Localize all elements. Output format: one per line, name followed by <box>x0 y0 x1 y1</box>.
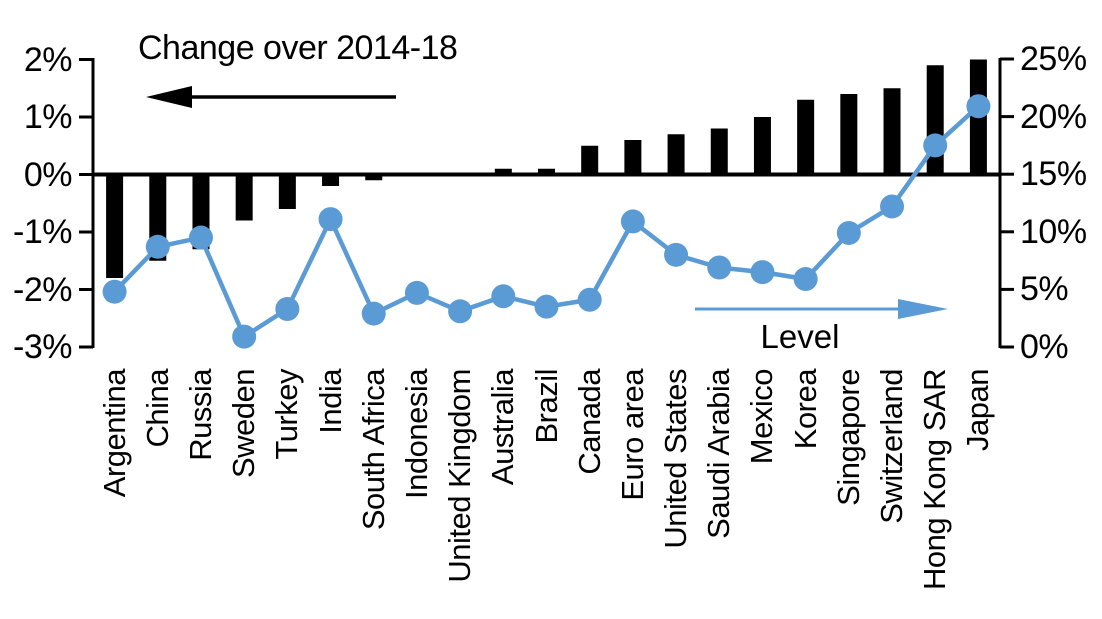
left-axis-tick-label: -3% <box>13 328 72 366</box>
level-marker-hong-kong-sar <box>923 133 948 158</box>
category-label-saudi-arabia: Saudi Arabia <box>701 369 737 539</box>
right-axis-tick-label: 10% <box>1020 212 1087 251</box>
bar-india <box>322 174 340 186</box>
level-marker-japan <box>966 94 991 119</box>
bar-argentina <box>106 174 124 278</box>
level-marker-india <box>318 207 343 232</box>
bar-hong-kong-sar <box>926 65 944 175</box>
category-label-india: India <box>312 369 348 434</box>
left-axis-tick-label: 0% <box>23 155 73 194</box>
bar-turkey <box>278 174 296 209</box>
bar-korea <box>797 99 815 175</box>
category-label-australia: Australia <box>485 369 521 486</box>
category-label-indonesia: Indonesia <box>398 369 434 499</box>
category-label-argentina: Argentina <box>96 369 132 498</box>
line-series-label: Level <box>760 318 840 355</box>
left-axis-tick-label: -1% <box>13 213 72 251</box>
bar-switzerland <box>883 88 901 175</box>
level-marker-canada <box>577 287 602 312</box>
left-axis-tick-label: -2% <box>13 270 72 309</box>
right-arrow-icon <box>695 299 948 319</box>
bar-sweden <box>235 174 253 221</box>
category-label-turkey: Turkey <box>269 369 305 460</box>
bar-canada <box>581 145 599 175</box>
category-label-singapore: Singapore <box>830 369 866 506</box>
category-label-china: China <box>139 369 175 448</box>
level-marker-china <box>145 234 170 259</box>
bar-brazil <box>538 168 555 175</box>
level-marker-argentina <box>102 279 127 304</box>
level-marker-korea <box>793 267 818 292</box>
left-axis-tick-label: 2% <box>23 40 73 79</box>
category-label-mexico: Mexico <box>744 369 780 465</box>
bar-south-africa <box>365 174 383 181</box>
bar-united-states <box>667 134 685 175</box>
level-marker-singapore <box>836 220 861 245</box>
category-label-canada: Canada <box>571 369 607 475</box>
bar-singapore <box>840 94 858 175</box>
category-label-russia: Russia <box>182 369 218 461</box>
category-label-japan: Japan <box>960 369 996 451</box>
right-axis-tick-label: 20% <box>1020 97 1087 136</box>
category-label-south-africa: South Africa <box>355 369 391 531</box>
level-marker-mexico <box>750 260 775 285</box>
category-label-united-states: United States <box>658 369 694 549</box>
level-marker-russia <box>188 225 213 250</box>
category-label-hong-kong-sar: Hong Kong SAR <box>917 369 953 590</box>
category-label-sweden: Sweden <box>226 369 262 479</box>
level-marker-turkey <box>275 296 300 321</box>
right-axis-tick-label: 0% <box>1020 328 1069 366</box>
level-marker-united-kingdom <box>448 299 473 324</box>
category-label-united-kingdom: United Kingdom <box>442 369 478 583</box>
right-axis-tick-label: 15% <box>1020 155 1087 194</box>
bar-mexico <box>753 117 771 175</box>
category-label-euro-area: Euro area <box>614 369 650 501</box>
left-arrow-icon <box>146 86 396 108</box>
right-axis-tick-label: 5% <box>1020 270 1069 309</box>
category-label-switzerland: Switzerland <box>874 369 910 524</box>
level-marker-indonesia <box>404 280 429 305</box>
level-marker-sweden <box>232 324 257 349</box>
bar-euro-area <box>624 140 642 175</box>
level-marker-saudi-arabia <box>707 255 732 280</box>
bar-australia <box>494 168 512 175</box>
left-axis-tick-label: 1% <box>23 98 73 136</box>
level-marker-switzerland <box>880 194 905 219</box>
category-label-korea: Korea <box>787 369 823 450</box>
bar-series-label: Change over 2014-18 <box>138 29 458 67</box>
category-label-brazil: Brazil <box>528 369 564 444</box>
level-marker-south-africa <box>361 301 386 326</box>
level-marker-brazil <box>534 294 559 319</box>
level-marker-united-states <box>664 242 689 267</box>
right-axis-tick-label: 25% <box>1020 40 1087 78</box>
level-marker-australia <box>491 284 516 309</box>
bar-saudi-arabia <box>710 128 728 175</box>
level-marker-euro-area <box>620 209 645 234</box>
